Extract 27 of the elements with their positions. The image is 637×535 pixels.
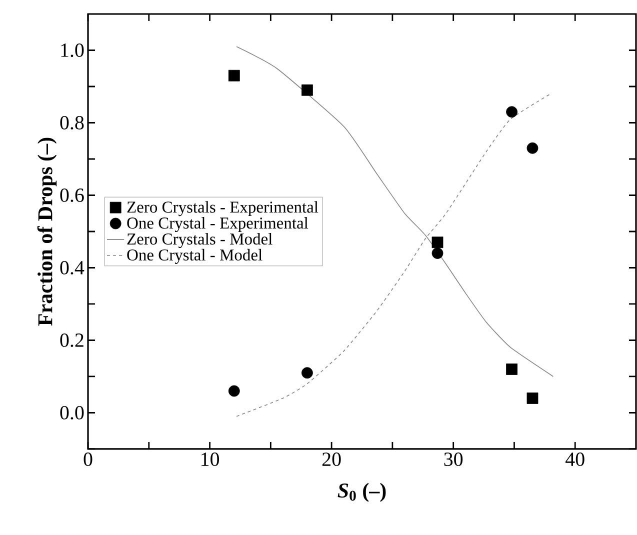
point	[432, 248, 444, 259]
x-axis-title: S$_{0}$ (–)	[338, 482, 386, 502]
legend-label: One Crystal - Experimental	[127, 217, 308, 232]
x-tick-label: 40	[566, 452, 584, 466]
legend-label: Zero Crystals - Model	[127, 232, 272, 248]
x-tick-label: 30	[444, 452, 463, 466]
x-tick-label: 20	[322, 452, 341, 466]
y-tick-label: 0.2	[60, 333, 84, 348]
point	[302, 84, 313, 96]
point	[228, 70, 240, 82]
point	[432, 236, 444, 248]
point	[302, 367, 313, 379]
point	[228, 385, 240, 397]
y-axis-title: Fraction of Drops (–)	[37, 138, 57, 326]
x-tick-label: 0	[84, 452, 92, 466]
legend-label: Zero Crystals - Experimental	[127, 201, 318, 216]
point	[506, 106, 518, 118]
point	[526, 392, 538, 404]
y-tick-label: 1.0	[61, 43, 84, 58]
point	[506, 364, 518, 375]
point	[526, 142, 538, 154]
y-tick-label: 0.6	[60, 188, 84, 202]
legend-label: One Crystal - Model	[127, 248, 262, 264]
x-tick-label: 10	[202, 452, 220, 466]
y-tick-label: 0.8	[60, 116, 84, 130]
y-tick-label: 0.4	[60, 260, 84, 275]
y-tick-label: 0.0	[60, 406, 84, 420]
